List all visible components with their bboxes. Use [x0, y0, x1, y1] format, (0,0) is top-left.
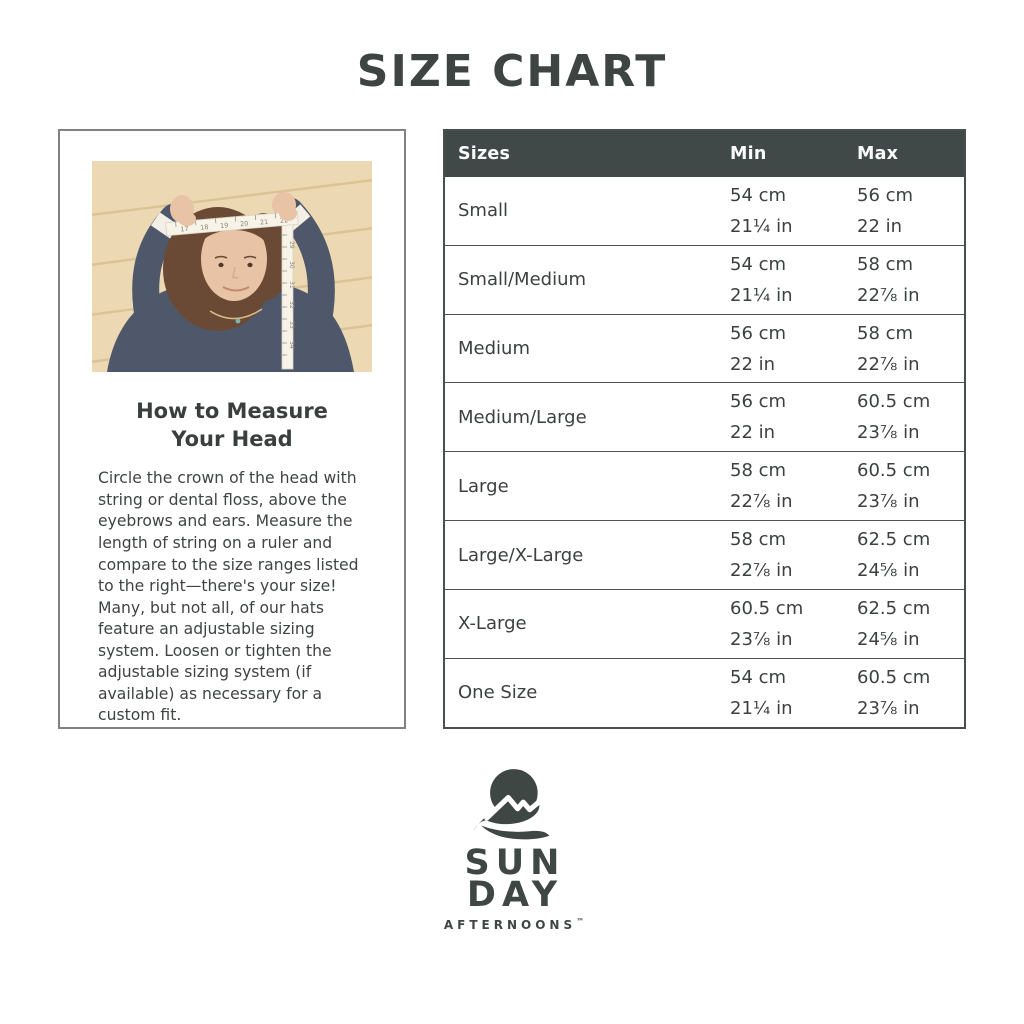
max-in: 23⅞ in — [857, 491, 920, 513]
min-in: 21¼ in — [730, 697, 793, 719]
size-label: Large/X-Large — [458, 544, 584, 566]
max-value: 60.5 cm 23⅞ in — [857, 386, 964, 448]
logo-text-afternoons: AFTERNOONS™ — [443, 917, 585, 932]
min-in: 21¼ in — [730, 215, 793, 237]
svg-text:20: 20 — [240, 220, 249, 229]
table-row: One Size 54 cm 21¼ in 60.5 cm 23⅞ in — [445, 657, 964, 727]
max-in: 24⅝ in — [857, 560, 920, 582]
table-row: Large 58 cm 22⅞ in 60.5 cm 23⅞ in — [445, 451, 964, 520]
min-value: 54 cm 21¼ in — [730, 180, 857, 242]
svg-text:33: 33 — [288, 321, 295, 329]
min-cm: 56 cm — [730, 322, 787, 344]
max-value: 60.5 cm 23⅞ in — [857, 662, 964, 724]
min-in: 22⅞ in — [730, 491, 793, 513]
column-header-max: Max — [857, 144, 899, 164]
svg-text:34: 34 — [288, 341, 295, 349]
max-value: 62.5 cm 24⅝ in — [857, 524, 964, 586]
sun-mountain-logo-icon — [472, 768, 550, 840]
svg-text:19: 19 — [220, 221, 229, 230]
table-row: Small/Medium 54 cm 21¼ in 58 cm 22⅞ in — [445, 244, 964, 314]
max-in: 23⅞ in — [857, 697, 920, 719]
svg-text:31: 31 — [288, 281, 295, 289]
min-in: 23⅞ in — [730, 628, 793, 650]
page-title: SIZE CHART — [356, 46, 668, 97]
table-row: Medium/Large 56 cm 22 in 60.5 cm 23⅞ in — [445, 382, 964, 451]
max-cm: 62.5 cm — [857, 529, 931, 551]
min-in: 22 in — [730, 422, 776, 444]
min-cm: 60.5 cm — [730, 597, 804, 619]
logo-text-day: DAY — [466, 874, 564, 915]
svg-text:22: 22 — [280, 216, 289, 225]
max-cm: 60.5 cm — [857, 666, 931, 688]
max-value: 58 cm 22⅞ in — [857, 249, 964, 311]
max-cm: 62.5 cm — [857, 597, 931, 619]
max-cm: 58 cm — [857, 253, 914, 275]
max-cm: 60.5 cm — [857, 391, 931, 413]
table-row: Medium 56 cm 22 in 58 cm 22⅞ in — [445, 313, 964, 383]
min-value: 58 cm 22⅞ in — [730, 524, 857, 586]
svg-text:21: 21 — [260, 218, 269, 227]
column-header-sizes: Sizes — [458, 144, 511, 164]
size-label: Medium — [458, 338, 530, 360]
size-label: Small/Medium — [458, 269, 587, 291]
size-table-header: Sizes Min Max — [445, 131, 964, 177]
trademark-symbol: ™ — [576, 917, 585, 926]
max-cm: 60.5 cm — [857, 460, 931, 482]
min-cm: 58 cm — [730, 460, 787, 482]
svg-text:18: 18 — [200, 223, 209, 232]
min-cm: 54 cm — [730, 666, 787, 688]
content-area: 29 30 31 32 33 34 17 18 19 20 — [58, 129, 966, 729]
measure-photo: 29 30 31 32 33 34 17 18 19 20 — [92, 161, 372, 372]
column-header-min: Min — [730, 144, 767, 164]
max-cm: 56 cm — [857, 184, 914, 206]
size-label: X-Large — [458, 613, 527, 635]
size-label: One Size — [458, 682, 538, 704]
size-table-body: Small 54 cm 21¼ in 56 cm 22 in Small/Med… — [445, 177, 964, 727]
brand-logo: SUN DAY AFTERNOONS™ — [0, 763, 1024, 932]
max-value: 60.5 cm 23⅞ in — [857, 455, 964, 517]
measure-instructions: Circle the crown of the head with string… — [98, 469, 359, 725]
max-value: 58 cm 22⅞ in — [857, 318, 964, 380]
max-in: 24⅝ in — [857, 628, 920, 650]
measure-heading: How to Measure Your Head — [136, 399, 328, 451]
table-row: X-Large 60.5 cm 23⅞ in 62.5 cm 24⅝ in — [445, 588, 964, 658]
min-value: 54 cm 21¼ in — [730, 662, 857, 724]
min-cm: 54 cm — [730, 253, 787, 275]
min-in: 22⅞ in — [730, 560, 793, 582]
max-cm: 58 cm — [857, 322, 914, 344]
size-label: Large — [458, 475, 509, 497]
table-row: Small 54 cm 21¼ in 56 cm 22 in — [445, 177, 964, 245]
max-value: 56 cm 22 in — [857, 180, 964, 242]
min-value: 54 cm 21¼ in — [730, 249, 857, 311]
max-in: 22⅞ in — [857, 284, 920, 306]
max-in: 23⅞ in — [857, 422, 920, 444]
max-in: 22 in — [857, 215, 903, 237]
svg-text:17: 17 — [180, 225, 189, 234]
svg-text:32: 32 — [288, 301, 295, 309]
max-value: 62.5 cm 24⅝ in — [857, 593, 964, 655]
table-row: Large/X-Large 58 cm 22⅞ in 62.5 cm 24⅝ i… — [445, 520, 964, 589]
size-label: Small — [458, 200, 508, 222]
svg-text:30: 30 — [288, 261, 295, 269]
min-in: 21¼ in — [730, 284, 793, 306]
min-value: 56 cm 22 in — [730, 318, 857, 380]
min-cm: 56 cm — [730, 391, 787, 413]
min-value: 60.5 cm 23⅞ in — [730, 593, 857, 655]
min-cm: 58 cm — [730, 529, 787, 551]
max-in: 22⅞ in — [857, 353, 920, 375]
min-value: 58 cm 22⅞ in — [730, 455, 857, 517]
svg-text:29: 29 — [288, 241, 295, 249]
measure-panel: 29 30 31 32 33 34 17 18 19 20 — [58, 129, 406, 729]
min-in: 22 in — [730, 353, 776, 375]
logo-text-sun: SUN — [464, 842, 566, 883]
min-value: 56 cm 22 in — [730, 386, 857, 448]
size-label: Medium/Large — [458, 406, 587, 428]
min-cm: 54 cm — [730, 184, 787, 206]
size-table: Sizes Min Max Small 54 cm 21¼ in 56 cm 2… — [443, 129, 966, 729]
